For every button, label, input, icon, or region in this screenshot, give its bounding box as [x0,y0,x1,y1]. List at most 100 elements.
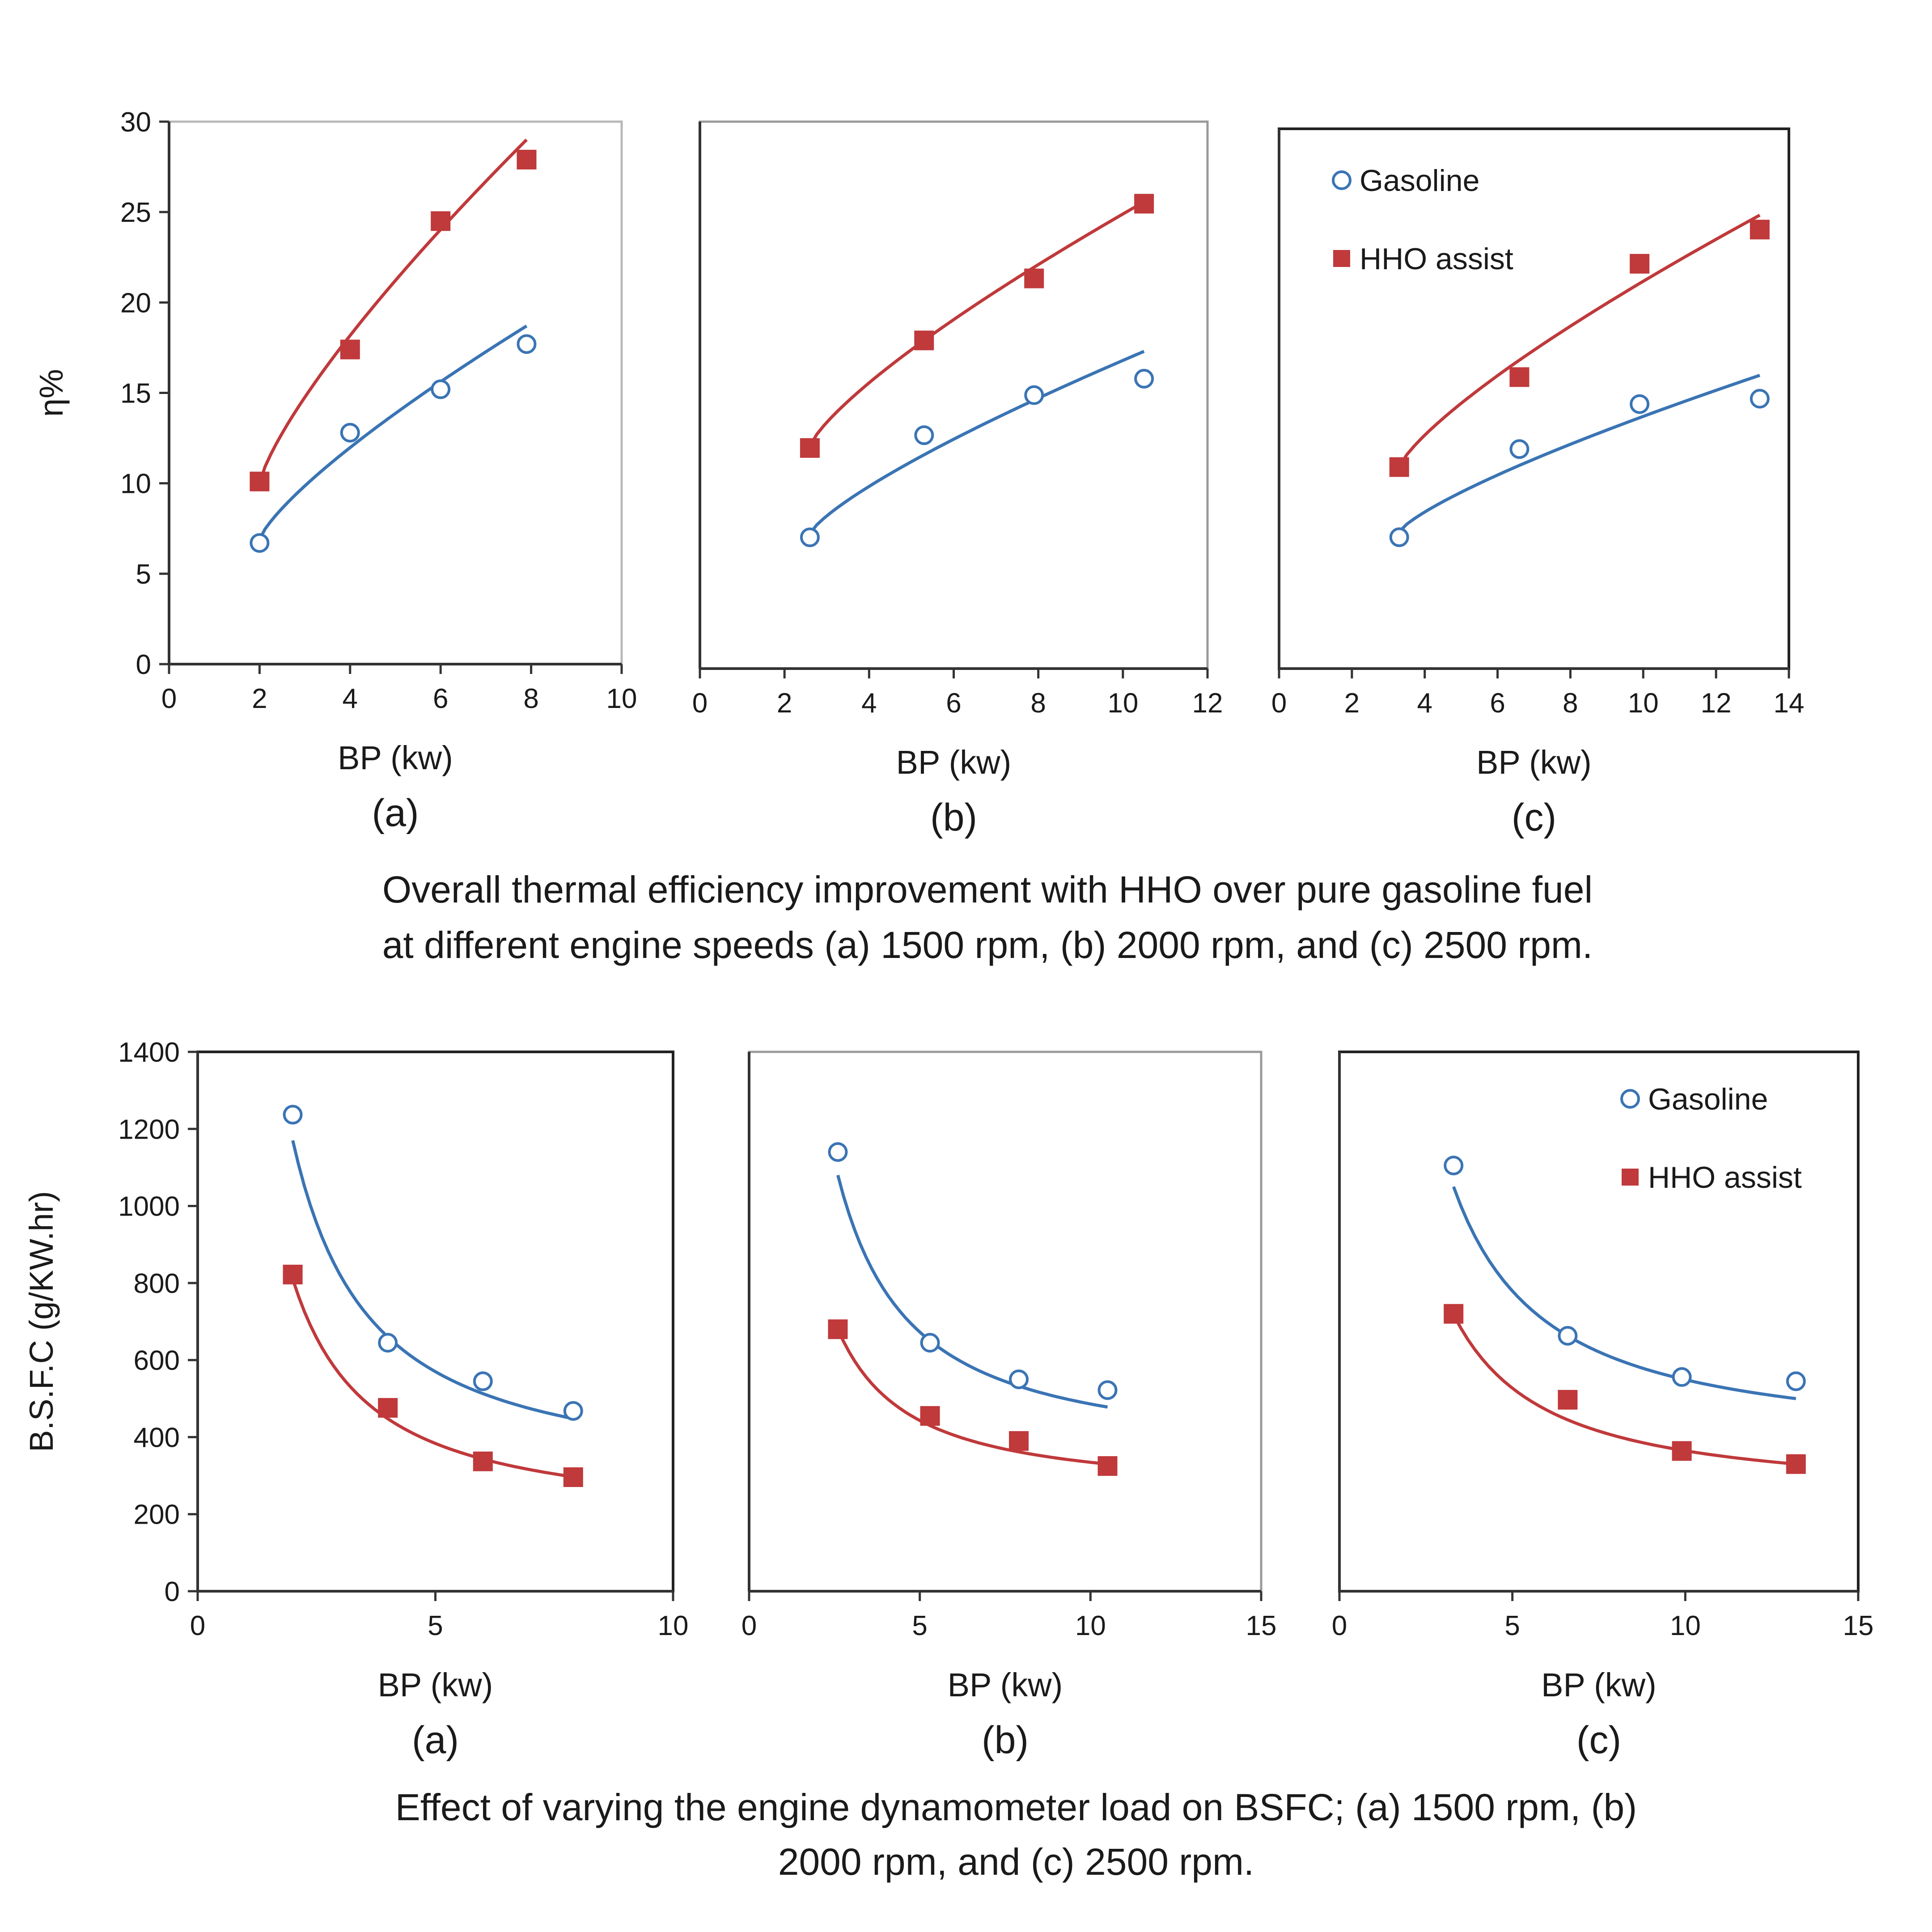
x-tick-label: 4 [343,683,358,714]
point-gasoline [1389,527,1409,547]
point-gasoline [1024,385,1044,405]
y-tick-label: 0 [165,1576,180,1607]
chart-row2-panel-a: 0 5 10 0 200 400 600 800 1000 1200 1400 BP (kw) (a) B… [23,1037,688,1762]
legend-label-gasoline: Gasoline [1648,1082,1768,1116]
point-hho [517,149,537,169]
point-gasoline [1558,1326,1578,1346]
x-tick-label: 10 [1107,688,1138,719]
x-tick-label: 0 [190,1610,205,1641]
plot-frame [1338,1051,1860,1593]
fit-line-gasoline [258,324,528,540]
point-gasoline [800,527,820,547]
x-axis-label: BP (kw) [1541,1666,1657,1703]
legend-marker-hho [1622,1169,1639,1186]
legend-marker-hho [1333,250,1350,267]
fit-line-hho [1398,214,1761,468]
point-hho [1389,457,1409,477]
point-gasoline [1750,389,1770,409]
y-tick-label: 20 [120,288,151,318]
chart-row1-panel-c: 0 2 4 6 8 10 12 14 BP (kw) (c) Gasoline HHO assist [1271,127,1805,839]
point-gasoline [283,1105,303,1125]
legend-label-hho: HHO assist [1648,1161,1802,1195]
y-tick-label: 25 [120,197,151,228]
chart-row2-panel-b: 0 5 10 15 BP (kw) (b) [741,1051,1277,1762]
x-tick-label: 8 [1030,688,1046,719]
fit-line-gasoline [291,1140,574,1420]
x-tick-label: 0 [161,683,177,714]
y-axis-label: η% [33,369,70,417]
y-tick-label: 600 [134,1345,180,1376]
point-gasoline [1097,1380,1118,1400]
point-gasoline [250,533,270,553]
y-axis-label: B.S.F.C (g/KW.hr) [23,1191,60,1452]
y-tick-label: 0 [136,649,151,680]
fit-line-hho [836,1328,1108,1466]
y-tick-label: 10 [120,469,151,500]
point-gasoline [473,1371,493,1391]
chart-row2-panel-c: 0 5 10 15 BP (kw) (c) Gasoline HHO assist [1332,1051,1873,1762]
point-gasoline [1444,1156,1464,1176]
panel-label: (a) [412,1719,459,1762]
y-tick-label: 1200 [118,1114,180,1145]
caption-row2-line2: 2000 rpm, and (c) 2500 rpm. [778,1841,1254,1883]
point-gasoline [1630,394,1650,414]
panel-label: (c) [1512,796,1556,839]
x-tick-label: 5 [912,1610,927,1641]
chart-row1-panel-b: 0 2 4 6 8 10 12 BP (kw) (b) [692,120,1223,839]
point-hho [1786,1454,1806,1474]
x-tick-label: 14 [1774,688,1805,719]
point-gasoline [1672,1367,1692,1387]
point-hho [378,1398,398,1418]
point-gasoline [828,1142,848,1162]
point-gasoline [563,1401,583,1421]
x-tick-label: 4 [861,688,877,719]
y-tick-label: 30 [120,107,151,138]
x-tick-label: 15 [1246,1610,1277,1641]
caption-row1-line2: at different engine speeds (a) 1500 rpm,… [382,924,1593,966]
x-tick-label: 0 [741,1610,757,1641]
x-tick-label: 2 [1344,688,1360,719]
x-axis-label: BP (kw) [896,744,1012,781]
point-gasoline [340,423,360,443]
plot-frame [168,120,623,665]
x-tick-label: 10 [606,683,637,714]
point-hho [828,1319,848,1339]
point-gasoline [1009,1369,1029,1390]
legend-marker-gasoline [1332,170,1352,190]
legend-marker-gasoline [1620,1089,1640,1109]
plot-frame [699,120,1209,670]
point-hho [1750,220,1770,240]
point-hho [1134,194,1154,214]
x-tick-label: 8 [523,683,538,714]
x-tick-label: 6 [1490,688,1505,719]
point-gasoline [1134,369,1154,389]
caption-row1-line1: Overall thermal efficiency improvement w… [382,869,1593,911]
legend: Gasoline HHO assist [1620,1082,1802,1195]
x-tick-label: 8 [1563,688,1578,719]
fit-line-gasoline [809,350,1145,535]
plot-frame [1278,127,1790,670]
x-tick-label: 0 [1271,688,1287,719]
point-hho [250,471,270,491]
x-tick-label: 0 [692,688,708,719]
x-tick-label: 5 [1504,1610,1520,1641]
point-hho [563,1467,583,1487]
y-tick-label: 5 [136,559,151,590]
point-hho [1630,254,1650,274]
point-hho [920,1406,940,1426]
y-tick-label: 1000 [118,1191,180,1222]
point-gasoline [378,1333,398,1353]
legend-label-gasoline: Gasoline [1360,164,1479,198]
point-hho [283,1264,303,1284]
x-tick-label: 10 [1628,688,1659,719]
fit-line-hho [291,1279,574,1479]
x-tick-label: 5 [428,1610,443,1641]
point-hho [473,1451,493,1471]
panel-label: (b) [982,1719,1029,1762]
point-hho [340,339,360,360]
caption-row2-line1: Effect of varying the engine dynamometer… [395,1786,1637,1828]
x-axis-label: BP (kw) [1476,744,1592,781]
x-tick-label: 10 [1075,1610,1106,1641]
point-hho [1024,268,1044,288]
point-hho [1672,1441,1692,1461]
